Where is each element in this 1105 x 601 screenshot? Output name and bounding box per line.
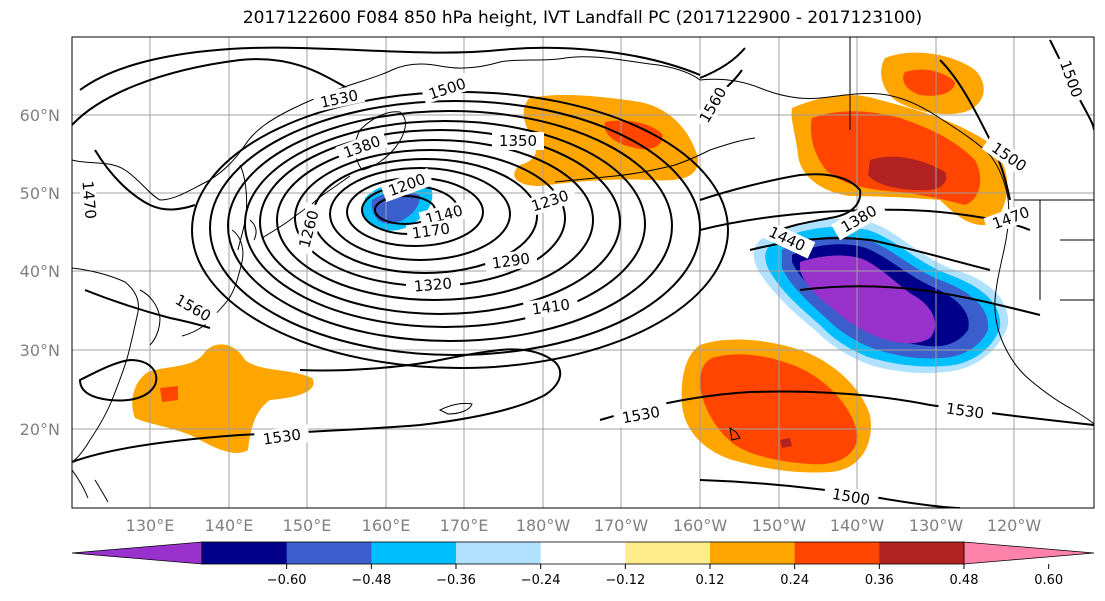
coastlines [72,56,1094,503]
colorbar-tick-label: 0.24 [780,573,809,588]
contour-label-1410: 1410 [531,295,571,318]
colorbar-frame [201,541,965,565]
colorbar-swatch [371,542,457,564]
lat-label-60n: 60°N [20,106,60,125]
colorbar-extend-low [71,541,203,565]
contour-label-1530-west: 1530 [262,425,302,448]
colorbar-tick-label: 0.60 [1034,573,1063,588]
colorbar-tick-label: 0.12 [696,573,725,588]
longitude-labels: 130°E 140°E 150°E 160°E 170°E 180°W 170°… [126,516,1042,535]
map-border [71,36,1095,509]
ivt-positive-bering [514,95,699,186]
colorbar-tick-label: −0.36 [436,573,476,588]
contour-label-1470-west: 1470 [78,180,99,220]
latitude-labels: 60°N 50°N 40°N 30°N 20°N [20,106,60,439]
ivt-positive-west-pacific [132,344,314,453]
borders [849,37,1094,301]
colorbar-swatch [794,542,880,564]
colorbar-swatch [286,542,372,564]
colorbar-tick-label: 0.36 [865,573,894,588]
lon-label-160e: 160°E [362,516,411,535]
contour-labels: 1530 1500 1380 1350 1200 1140 1170 1230 … [78,54,1088,509]
colorbar: −0.60 −0.48 −0.36 −0.24 −0.12 0.12 0.24 0.36 0.4… [71,541,1095,588]
lat-label-30n: 30°N [20,341,60,360]
contour-label-1320: 1320 [413,274,453,295]
map-title: 2017122600 F084 850 hPa height, IVT Land… [242,8,923,28]
colorbar-extend-high [963,541,1095,565]
colorbar-swatch [202,542,288,564]
lon-label-130e: 130°E [126,516,175,535]
lat-label-20n: 20°N [20,420,60,439]
lon-label-140e: 140°E [205,516,254,535]
contour-label-1350: 1350 [499,132,537,150]
lat-label-40n: 40°N [20,262,60,281]
colorbar-swatch [710,542,796,564]
lon-label-120w: 120°W [987,516,1042,535]
lon-label-170w: 170°W [594,516,649,535]
colorbar-swatches [71,541,1095,565]
contour-label-1500-south: 1500 [831,485,872,509]
colorbar-swatch [456,542,542,564]
lon-label-170e: 170°E [440,516,489,535]
colorbar-tick-label: 0.48 [950,573,979,588]
height-contours [72,39,1094,508]
lon-label-130w: 130°W [909,516,964,535]
contour-label-1530-east: 1530 [945,399,985,422]
lon-label-150w: 150°W [752,516,807,535]
colorbar-tick-label: −0.60 [267,573,307,588]
colorbar-ticks: −0.60 −0.48 −0.36 −0.24 −0.12 0.12 0.24 0.36 0.4… [267,564,1063,588]
contour-label-1290: 1290 [491,249,531,272]
ivt-negative-northeast-pacific [753,218,1009,374]
lon-label-160w: 160°W [673,516,728,535]
contour-label-1170: 1170 [411,219,451,242]
colorbar-swatch [540,542,626,564]
colorbar-tick-label: −0.24 [521,573,561,588]
colorbar-swatch [879,542,965,564]
ivt-positive-alaska [881,52,984,115]
lon-label-140w: 140°W [830,516,885,535]
colorbar-tick-label: −0.48 [351,573,391,588]
colorbar-swatch [625,542,711,564]
colorbar-tick-label: −0.12 [605,573,645,588]
lon-label-180w: 180°W [516,516,571,535]
lat-label-50n: 50°N [20,184,60,203]
lon-label-150e: 150°E [283,516,332,535]
